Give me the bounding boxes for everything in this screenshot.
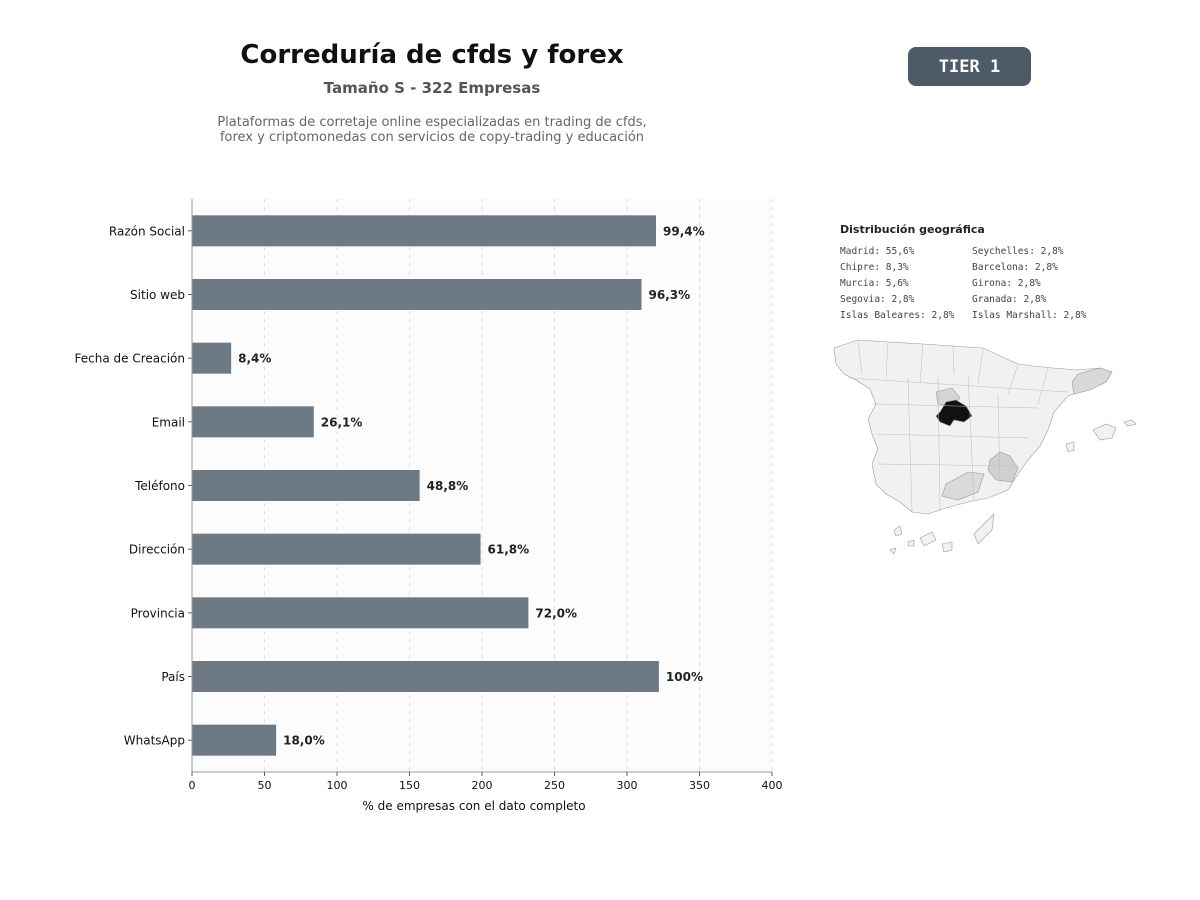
page-title: Correduría de cfds y forex	[240, 40, 624, 70]
x-axis-label: % de empresas con el dato completo	[362, 799, 585, 813]
description-line-1: Plataformas de corretaje online especial…	[217, 115, 647, 130]
geo-item: Seychelles: 2,8%	[972, 246, 1064, 257]
map-barcelona	[1071, 367, 1113, 395]
bar-chart: 99,4% Razón Social 96,3% Sitio web 8,4% Fecha…	[75, 199, 783, 813]
map-mallorca	[1092, 423, 1117, 441]
data-label: 8,4%	[238, 352, 271, 366]
bar	[192, 406, 314, 438]
geo-distribution-title: Distribución geográfica	[840, 223, 985, 236]
geo-item: Barcelona: 2,8%	[972, 262, 1058, 273]
x-tick-label: 100	[327, 779, 348, 792]
geo-item: Girona: 2,8%	[972, 278, 1041, 289]
category-label: WhatsApp	[124, 734, 185, 748]
data-label: 48,8%	[427, 479, 469, 493]
x-tick-label: 0	[189, 779, 196, 792]
bar	[192, 724, 277, 756]
category-label: Teléfono	[134, 479, 185, 493]
geo-item: Murcia: 5,6%	[840, 278, 909, 289]
bar	[192, 279, 642, 310]
bar	[192, 661, 659, 692]
map-canarias-2	[907, 539, 915, 547]
category-label: Provincia	[131, 606, 185, 620]
bar	[192, 342, 232, 374]
category-label: País	[161, 670, 185, 684]
geo-item: Chipre: 8,3%	[840, 262, 909, 273]
tier-badge: TIER 1	[908, 47, 1031, 86]
map-murcia	[987, 451, 1019, 483]
bar	[192, 597, 529, 629]
data-label: 96,3%	[649, 288, 691, 302]
data-label: 18,0%	[283, 734, 325, 748]
bar	[192, 470, 420, 501]
map-canarias-6	[889, 547, 897, 555]
x-tick-label: 300	[617, 779, 638, 792]
category-label: Email	[152, 415, 185, 429]
geo-item: Islas Baleares: 2,8%	[840, 310, 955, 321]
category-label: Fecha de Creación	[75, 352, 185, 366]
map-province-lines	[847, 341, 1069, 513]
geo-item: Islas Marshall: 2,8%	[972, 310, 1087, 321]
map-ibiza	[1065, 441, 1075, 453]
data-label: 26,1%	[321, 415, 363, 429]
bar	[192, 215, 656, 247]
data-label: 100%	[666, 670, 703, 684]
spain-map	[833, 339, 1137, 555]
map-canarias-5	[973, 513, 995, 545]
description-line-2: forex y criptomonedas con servicios de c…	[219, 130, 645, 145]
map-menorca	[1123, 419, 1137, 427]
data-label: 72,0%	[535, 606, 577, 620]
x-tick-label: 150	[399, 779, 420, 792]
map-peninsula	[833, 339, 1113, 515]
map-canarias-3	[919, 531, 937, 547]
x-tick-label: 350	[689, 779, 710, 792]
x-tick-label: 200	[472, 779, 493, 792]
geo-item: Segovia: 2,8%	[840, 294, 915, 305]
bar	[192, 533, 481, 565]
x-tick-label: 50	[258, 779, 272, 792]
x-tick-label: 250	[544, 779, 565, 792]
x-tick-label: 400	[762, 779, 783, 792]
category-label: Dirección	[129, 543, 185, 557]
page-subtitle: Tamaño S - 322 Empresas	[323, 79, 541, 97]
category-label: Sitio web	[130, 288, 185, 302]
data-label: 61,8%	[488, 543, 530, 557]
page-description: Plataformas de corretaje online especial…	[192, 115, 672, 145]
geo-item: Granada: 2,8%	[972, 294, 1047, 305]
map-canarias-4	[941, 541, 953, 553]
category-label: Razón Social	[109, 224, 185, 238]
geo-item: Madrid: 55,6%	[840, 246, 915, 257]
geo-distribution-list: Madrid: 55,6% Seychelles: 2,8% Chipre: 8,3…	[840, 245, 1140, 322]
map-canarias-1	[893, 525, 903, 537]
data-label: 99,4%	[663, 224, 705, 238]
